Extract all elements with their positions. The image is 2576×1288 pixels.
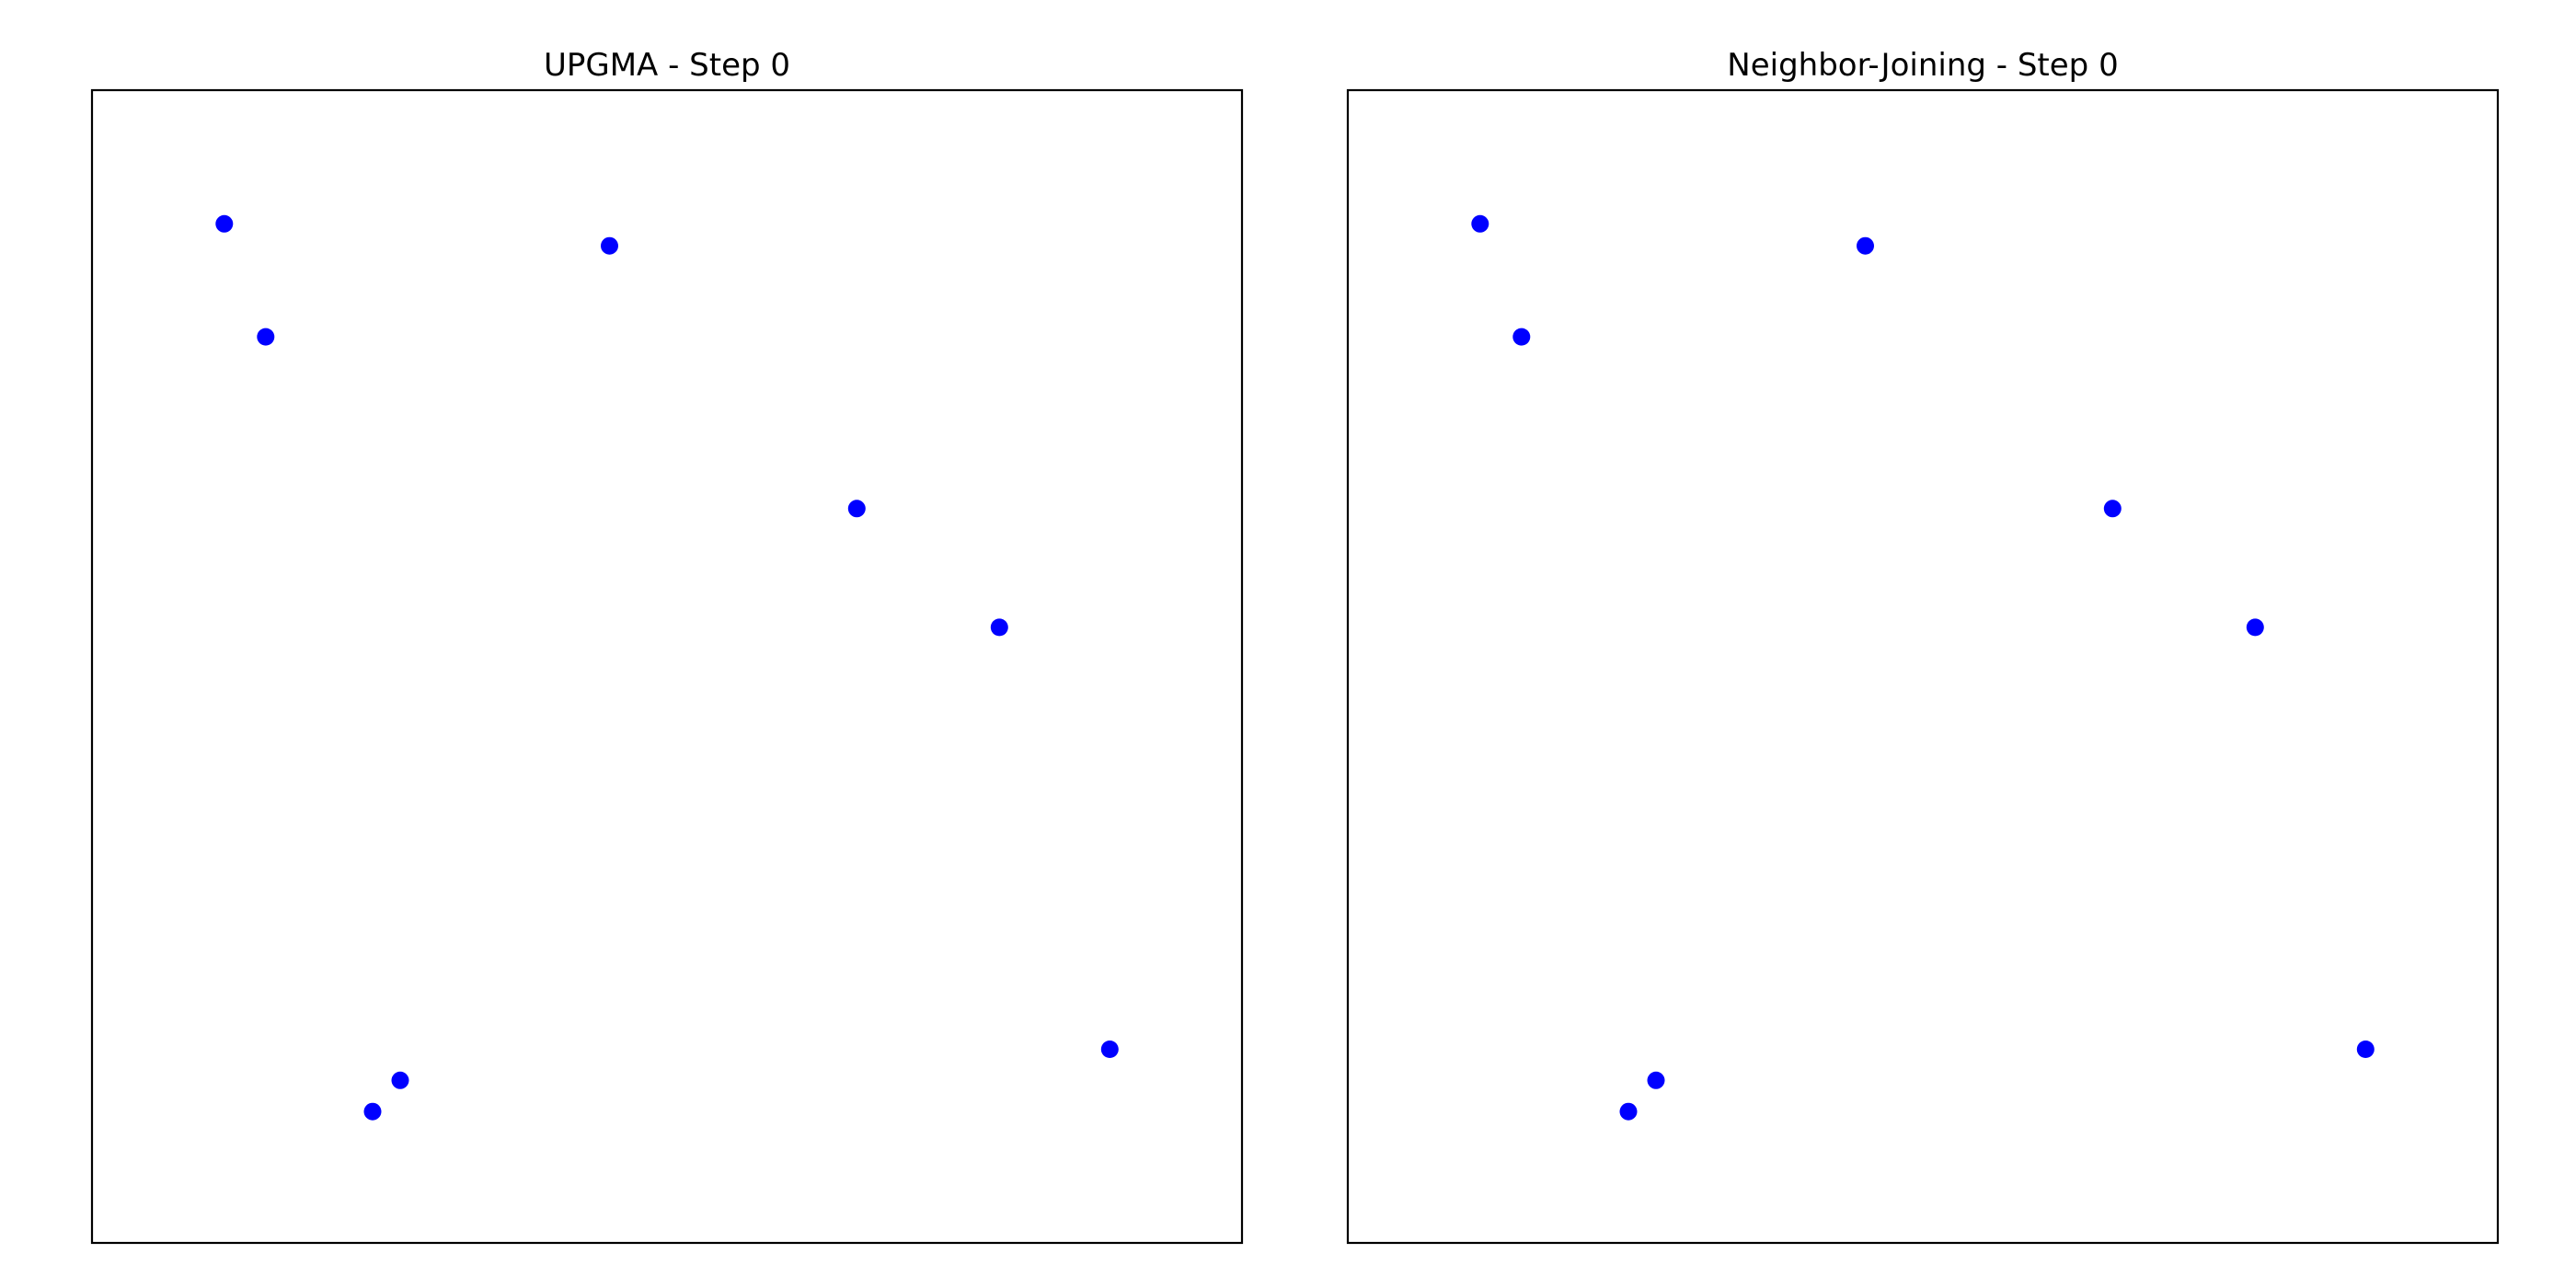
scatter-point xyxy=(1471,214,1489,233)
axes-frame-upgma xyxy=(90,88,1244,1245)
scatter-point xyxy=(1100,1041,1119,1058)
scatter-point xyxy=(1647,1071,1665,1089)
scatter-point xyxy=(990,618,1008,637)
scatter-point xyxy=(601,236,618,255)
scatter-point xyxy=(1857,236,1874,255)
scatter-point xyxy=(215,214,234,233)
scatter-point xyxy=(2356,1041,2375,1058)
scatter-point xyxy=(257,328,275,346)
scatter-point xyxy=(2246,618,2264,637)
scatter-point xyxy=(391,1071,409,1089)
scatter-point xyxy=(1512,328,1531,346)
axes-frame-neighbor-joining xyxy=(1346,88,2500,1245)
scatter-point xyxy=(1619,1102,1638,1121)
scatter-points-upgma xyxy=(215,214,1119,1121)
scatter-point xyxy=(2103,500,2122,518)
chart-title-upgma: UPGMA - Step 0 xyxy=(544,47,790,84)
chart-panel-upgma: UPGMA - Step 0 xyxy=(90,47,1244,1245)
chart-title-neighbor-joining: Neighbor-Joining - Step 0 xyxy=(1727,47,2118,84)
chart-panel-neighbor-joining: Neighbor-Joining - Step 0 xyxy=(1346,47,2500,1245)
scatter-points-neighbor-joining xyxy=(1471,214,2375,1121)
scatter-point xyxy=(847,500,866,518)
scatter-point xyxy=(363,1102,382,1121)
